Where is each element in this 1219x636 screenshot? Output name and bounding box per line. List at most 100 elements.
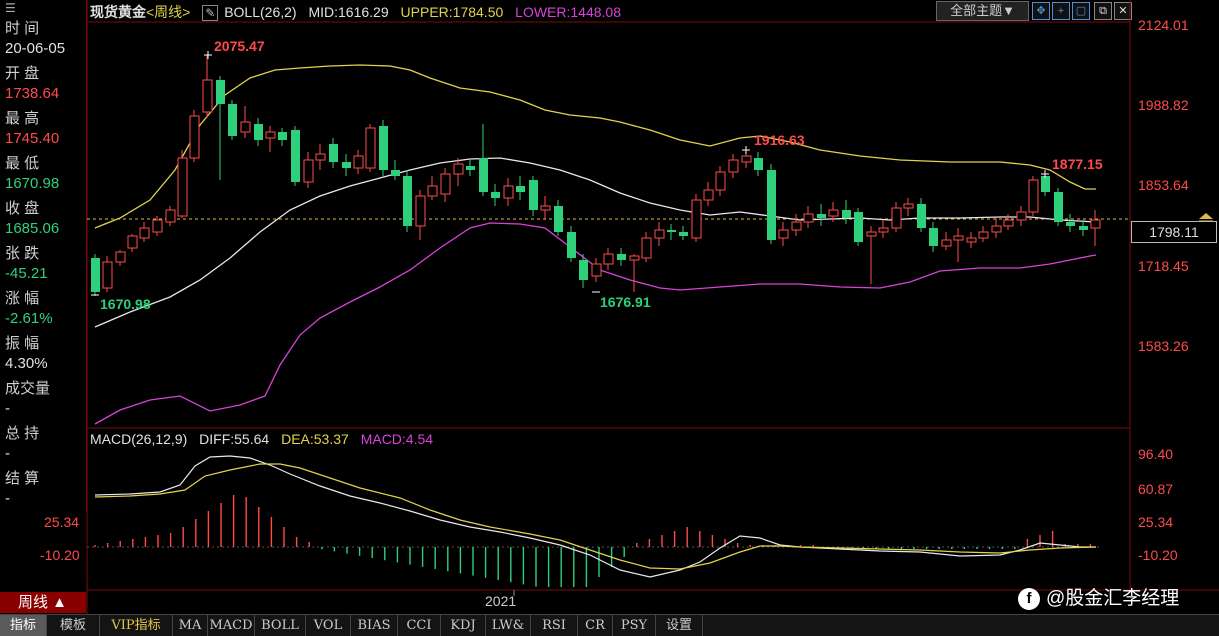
candle-body [1016,211,1027,221]
tab-kdj[interactable]: KDJ [441,615,486,636]
macd-axis-label: 25.34 [1138,514,1174,530]
restore-icon[interactable]: ⧉ [1094,2,1112,20]
info-value-close: 1685.06 [5,220,60,237]
candle-body [803,213,814,223]
candle-body [115,251,126,263]
tab-templates[interactable]: 模板 [47,615,100,636]
info-label-low: 最 低 [5,155,40,172]
tab-cr[interactable]: CR [578,615,613,636]
candlestick-series [91,55,1101,296]
candle-body [953,235,964,241]
candle-body [1090,219,1101,229]
price-marker-icon [1199,213,1213,219]
info-value-open-interest: - [5,445,10,462]
candle-body [1066,222,1075,226]
close-icon[interactable]: ✕ [1114,2,1132,20]
tab-indicators[interactable]: 指标 [0,615,47,636]
boll-lower-line [94,222,1097,425]
candle-body [929,228,938,246]
candle-body [254,124,263,140]
candle-body [817,214,826,218]
indicator-tab-bar: 指标 模板 VIP指标 MA MACD BOLL VOL BIAS CCI KD… [0,614,1219,636]
tab-rsi[interactable]: RSI [531,615,578,636]
candle-body [427,185,438,197]
candle-body [1003,219,1014,227]
candle-body [139,227,150,239]
candle-body [379,126,388,170]
annotation-high: 2075.47 [214,38,265,54]
annotation-low-mid: 1676.91 [600,294,651,310]
macd-header: MACD(26,12,9) DIFF:55.64 DEA:53.37 MACD:… [90,431,441,447]
macd-value: MACD:4.54 [360,431,434,447]
macd-axis-label: 60.87 [1138,481,1174,497]
candle-body [365,127,376,169]
candle-body [579,260,588,280]
move-icon[interactable]: ✥ [1032,2,1050,20]
price-axis-label: 1583.26 [1138,338,1189,354]
instrument-name: 现货黄金 [90,4,146,20]
candle-body [1079,226,1088,230]
info-value-amplitude: 4.30% [5,355,48,372]
info-label-open: 开 盘 [5,65,40,82]
candle-body [854,212,863,242]
candle-body [991,225,1002,233]
tab-ma[interactable]: MA [173,615,208,636]
info-value-change: -45.21 [5,265,48,282]
candle-body [629,255,640,261]
macd-diff-value: DIFF:55.64 [199,431,270,447]
candle-body [440,173,451,195]
info-label-change: 张 跌 [5,245,40,262]
tab-settings[interactable]: 设置 [656,615,703,636]
boll-mid-value: MID:1616.29 [308,4,389,20]
info-value-time: 20-06-05 [5,40,66,57]
theme-dropdown[interactable]: 全部主题▼ [936,1,1029,21]
fullscreen-icon[interactable]: ▢ [1072,2,1090,20]
candle-body [1028,179,1039,213]
candle-body [91,258,100,292]
indicator-settings-icon[interactable]: ✎ [202,5,219,21]
tab-vip-indicators[interactable]: VIP指标 [100,615,173,636]
tab-boll[interactable]: BOLL [255,615,306,636]
zoom-in-icon[interactable]: + [1052,2,1070,20]
info-value-high: 1745.40 [5,130,60,147]
info-value-open: 1738.64 [5,85,60,102]
candle-body [917,204,926,228]
candle-body [703,189,714,201]
tab-bias[interactable]: BIAS [351,615,398,636]
candle-body [479,158,488,192]
macd-axis-label: 96.40 [1138,446,1174,462]
candle-body [754,158,763,170]
candle-body [554,206,563,232]
candle-body [1041,176,1050,192]
watermark-logo-icon: f [1018,587,1040,610]
macd-axis-label: -10.20 [1138,547,1178,563]
candle-body [741,155,752,163]
candle-body [978,231,989,239]
candle-body [516,186,525,192]
info-label-close: 收 盘 [5,200,40,217]
candle-body [342,162,351,168]
candle-body [453,163,464,175]
candle-body [529,180,538,210]
info-label-change-pct: 涨 幅 [5,290,40,307]
tab-vol[interactable]: VOL [306,615,351,636]
menu-icon[interactable]: ☰ [5,1,16,15]
tab-macd[interactable]: MACD [208,615,255,636]
tab-psy[interactable]: PSY [613,615,656,636]
tab-cci[interactable]: CCI [398,615,441,636]
macd-histogram [94,495,1092,587]
price-axis-label: 1718.45 [1138,258,1189,274]
info-label-settlement: 结 算 [5,470,40,487]
tab-lw[interactable]: LW& [486,615,531,636]
watermark-text: @股金汇李经理 [1046,588,1180,609]
candle-body [728,159,739,173]
candle-body [866,231,877,237]
candle-body [828,209,839,217]
info-label-high: 最 高 [5,110,40,127]
candle-body [165,209,176,223]
candle-body [878,227,889,233]
info-label-amplitude: 振 幅 [5,335,40,352]
watermark: f @股金汇李经理 [1018,583,1179,610]
boll-upper-line [94,64,1096,229]
period-selector[interactable]: 周线 ▲ [0,592,86,613]
